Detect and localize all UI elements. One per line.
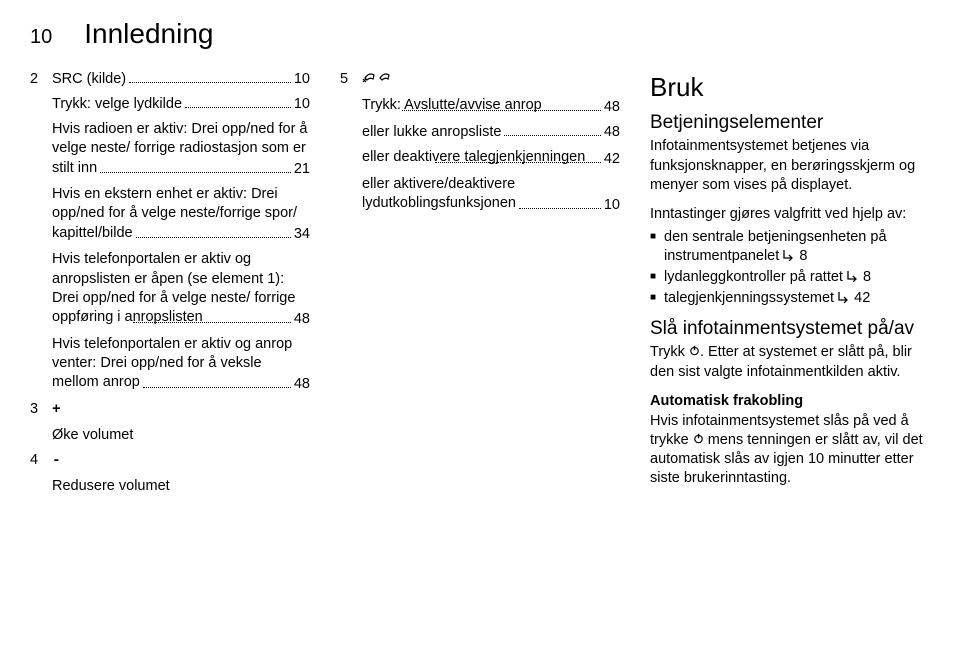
toc-page: 42	[604, 150, 620, 169]
ref-page: 8	[799, 248, 807, 264]
sub-entry: Øke volumet	[52, 426, 310, 445]
sub-entry: eller lukke anropsliste 48	[362, 123, 620, 142]
bullet-icon: ■	[650, 268, 664, 287]
bullet-text: lydanleggkontroller på rattet 8	[664, 268, 930, 287]
item-number: 3	[30, 400, 52, 420]
bullet-text: talegjenkjenningssystemet 42	[664, 289, 930, 308]
toc-page: 48	[604, 98, 620, 117]
paragraph: Inntastinger gjøres valgfritt ved hjelp …	[650, 205, 930, 224]
subsection-heading: Automatisk frakobling	[650, 392, 930, 411]
ref-arrow-icon	[838, 290, 850, 309]
power-icon	[693, 432, 704, 448]
toc-text: SRC (kilde)	[52, 70, 126, 89]
bullet-icon: ■	[650, 228, 664, 266]
subsection-heading: Betjeningselementer	[650, 110, 930, 135]
toc-page: 48	[294, 310, 310, 329]
item-5: 5	[340, 70, 620, 90]
ref-page: 8	[863, 269, 871, 285]
item-number: 4	[30, 451, 52, 471]
bullet-list: ■ den sentrale betjeningsenheten på inst…	[650, 228, 930, 311]
toc-text: Trykk: velge lydkilde	[52, 95, 182, 114]
sub-entry: Hvis en ekstern enhet er aktiv: Drei opp…	[52, 185, 310, 244]
toc-line: Trykk: velge lydkilde 10	[52, 95, 310, 114]
paragraph: Hvis infotainmentsystemet slås på ved å …	[650, 412, 930, 489]
subsection-heading: Slå infotainmentsystemet på/av	[650, 316, 930, 341]
content-columns: 2 SRC (kilde) 10 Trykk: velge lydkilde 1…	[0, 64, 960, 655]
item-4: 4 -	[30, 451, 310, 471]
item-2: 2 SRC (kilde) 10	[30, 70, 310, 89]
page-header: 10 Innledning	[0, 0, 960, 64]
item-number: 2	[30, 70, 52, 89]
page-title: Innledning	[84, 18, 213, 50]
item-number: 5	[340, 70, 362, 90]
ref-arrow-icon	[783, 248, 795, 267]
toc-page: 48	[294, 375, 310, 394]
item-symbol: +	[52, 402, 61, 418]
sub-entry: Hvis telefonportalen er aktiv og anropsl…	[52, 250, 310, 328]
sub-entry: eller aktivere/deaktivere lydutkoblingsf…	[362, 175, 620, 215]
bullet-text: den sentrale betjeningsenheten på instru…	[664, 228, 930, 266]
manual-page: 10 Innledning 2 SRC (kilde) 10 Trykk: ve…	[0, 0, 960, 655]
toc-page: 34	[294, 225, 310, 244]
paragraph: Trykk . Etter at systemet er slått på, b…	[650, 343, 930, 381]
item-symbol: -	[52, 453, 61, 469]
toc-page: 10	[604, 196, 620, 215]
toc-page: 10	[294, 70, 310, 89]
sub-entry: Trykk: velge lydkilde 10	[52, 95, 310, 114]
sub-entry: Redusere volumet	[52, 477, 310, 496]
column-2: 5 Trykk: Avslutte/avvise anrop anrop	[340, 70, 620, 635]
toc-page: 10	[294, 95, 310, 114]
hangup-icon	[362, 70, 392, 90]
bullet-icon: ■	[650, 289, 664, 308]
toc-text: eller lukke anropsliste	[362, 123, 501, 142]
sub-entry: eller deaktivere talegjen­kjenningen kje…	[362, 148, 620, 169]
toc-page: 48	[604, 123, 620, 142]
toc-line: eller lukke anropsliste 48	[362, 123, 620, 142]
section-heading: Bruk	[650, 70, 930, 104]
sub-entry: Hvis radioen er aktiv: Drei opp/ned for …	[52, 120, 310, 179]
sub-entry: Trykk: Avslutte/avvise anrop anrop 48	[362, 96, 620, 117]
bullet-item: ■ talegjenkjenningssystemet 42	[650, 289, 930, 308]
column-3: Bruk Betjeningselementer Infotainmentsys…	[650, 70, 930, 635]
paragraph: Infotainmentsystemet betjenes via funksj…	[650, 137, 930, 194]
bullet-item: ■ den sentrale betjeningsenheten på inst…	[650, 228, 930, 266]
ref-page: 42	[854, 290, 870, 306]
toc-line: SRC (kilde) 10	[52, 70, 310, 89]
item-3: 3 +	[30, 400, 310, 420]
sub-entry: Hvis telefonportalen er aktiv og anrop v…	[52, 335, 310, 394]
power-icon	[689, 344, 700, 360]
column-1: 2 SRC (kilde) 10 Trykk: velge lydkilde 1…	[30, 70, 310, 635]
page-number: 10	[30, 26, 52, 49]
toc-page: 21	[294, 160, 310, 179]
ref-arrow-icon	[847, 269, 859, 288]
bullet-item: ■ lydanleggkontroller på rattet 8	[650, 268, 930, 287]
